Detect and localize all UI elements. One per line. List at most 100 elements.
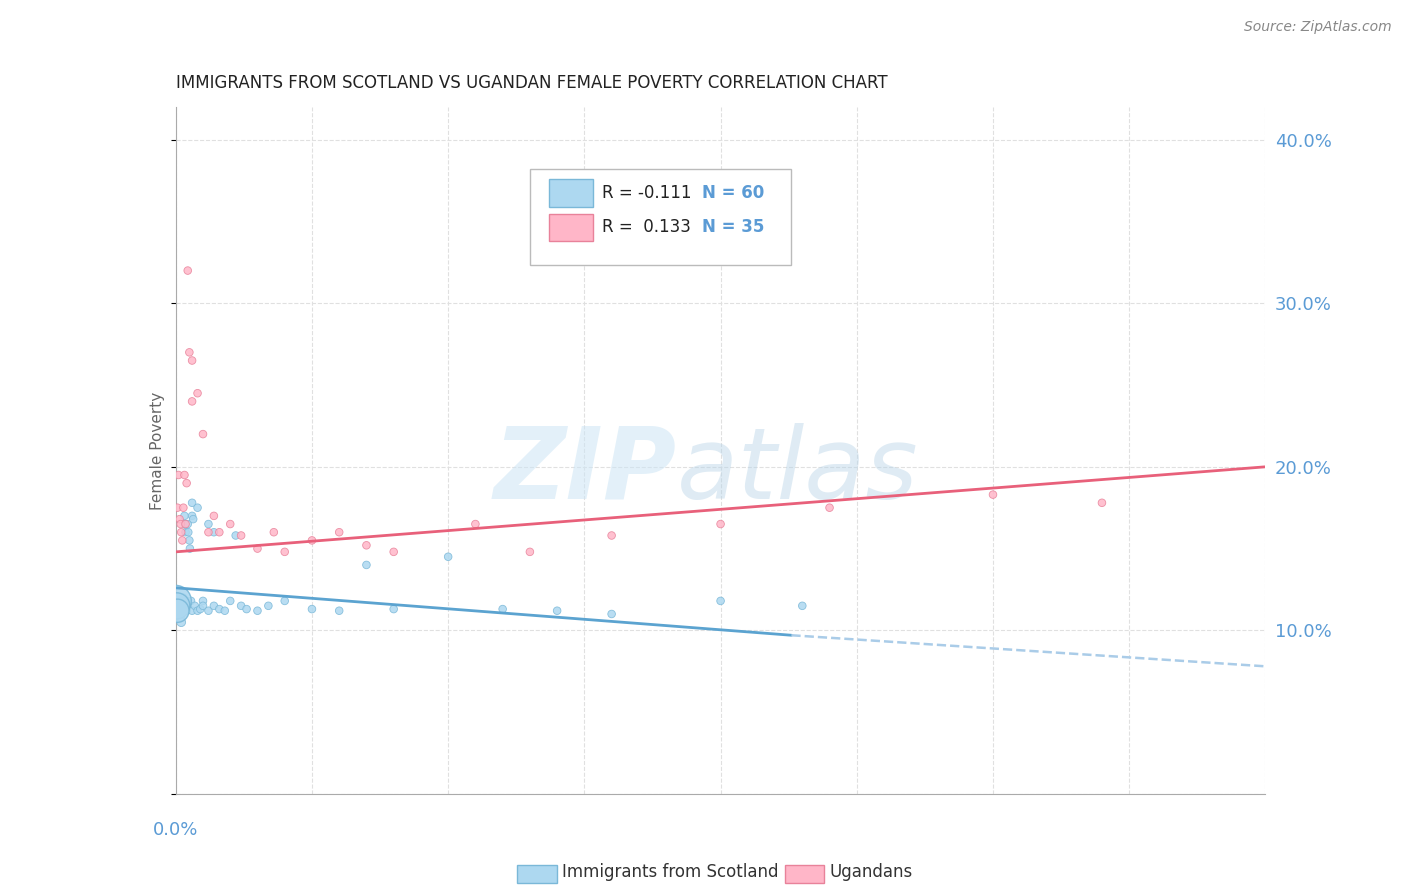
Point [219,516,242,531]
Point [174,525,197,540]
Point [274,594,297,608]
Point [179,541,201,556]
Point [600,528,623,542]
Point [176,599,198,613]
Point [219,594,242,608]
Text: ZIP: ZIP [494,423,678,519]
Point [173,467,195,482]
Point [1091,496,1114,510]
Point [188,602,211,616]
Point [173,599,195,613]
Point [170,604,193,618]
Point [172,602,194,616]
Point [177,525,200,540]
Point [356,538,378,552]
Point [181,512,204,526]
Point [186,386,209,401]
Point [257,599,280,613]
Text: 0.0%: 0.0% [153,822,198,839]
Point [170,525,193,540]
Point [167,594,190,608]
Text: Immigrants from Scotland: Immigrants from Scotland [562,863,779,881]
Point [191,427,214,442]
Point [172,533,194,548]
FancyBboxPatch shape [550,213,593,241]
Point [246,541,269,556]
Point [174,602,197,616]
Point [173,508,195,523]
Point [186,604,209,618]
Point [710,594,733,608]
Point [184,599,207,613]
Point [231,599,253,613]
Point [274,545,297,559]
Point [169,607,191,621]
Text: Ugandans: Ugandans [830,863,912,881]
Point [301,602,323,616]
Point [208,525,231,540]
Point [225,528,247,542]
Point [246,604,269,618]
Point [174,516,197,531]
Point [170,615,193,630]
Point [181,508,204,523]
Point [181,353,204,368]
Point [208,602,231,616]
Point [181,604,204,618]
FancyBboxPatch shape [530,169,792,265]
Point [170,594,193,608]
Point [197,516,219,531]
Point [172,594,194,608]
Point [166,500,188,515]
Point [328,525,350,540]
Text: N = 35: N = 35 [702,219,765,236]
Point [792,599,814,613]
Point [167,591,190,605]
Point [356,558,378,572]
Point [202,508,225,523]
FancyBboxPatch shape [550,179,593,207]
Point [981,487,1004,501]
Point [169,610,191,624]
Point [180,594,202,608]
Point [177,516,200,531]
Point [174,516,197,531]
Point [710,516,733,531]
Point [179,345,201,359]
Text: R = -0.111: R = -0.111 [602,184,692,202]
Text: R =  0.133: R = 0.133 [602,219,690,236]
Point [167,602,190,616]
Point [202,525,225,540]
Point [818,500,841,515]
Point [172,591,194,605]
Point [382,545,405,559]
Point [169,516,191,531]
Point [382,602,405,616]
Point [170,599,193,613]
Point [167,467,190,482]
Point [328,604,350,618]
Text: atlas: atlas [678,423,918,519]
Point [165,594,187,608]
Point [301,533,323,548]
Point [166,599,188,613]
Point [181,394,204,409]
Point [464,516,486,531]
Point [172,500,194,515]
Point [235,602,257,616]
Point [197,525,219,540]
Point [191,599,214,613]
Point [202,599,225,613]
Point [191,594,214,608]
Point [214,604,236,618]
Point [176,476,198,491]
Point [197,604,219,618]
Text: IMMIGRANTS FROM SCOTLAND VS UGANDAN FEMALE POVERTY CORRELATION CHART: IMMIGRANTS FROM SCOTLAND VS UGANDAN FEMA… [176,74,887,92]
Point [546,604,568,618]
Point [519,545,541,559]
Point [492,602,515,616]
Point [600,607,623,621]
Point [177,263,200,277]
Point [176,594,198,608]
Text: Source: ZipAtlas.com: Source: ZipAtlas.com [1244,20,1392,34]
